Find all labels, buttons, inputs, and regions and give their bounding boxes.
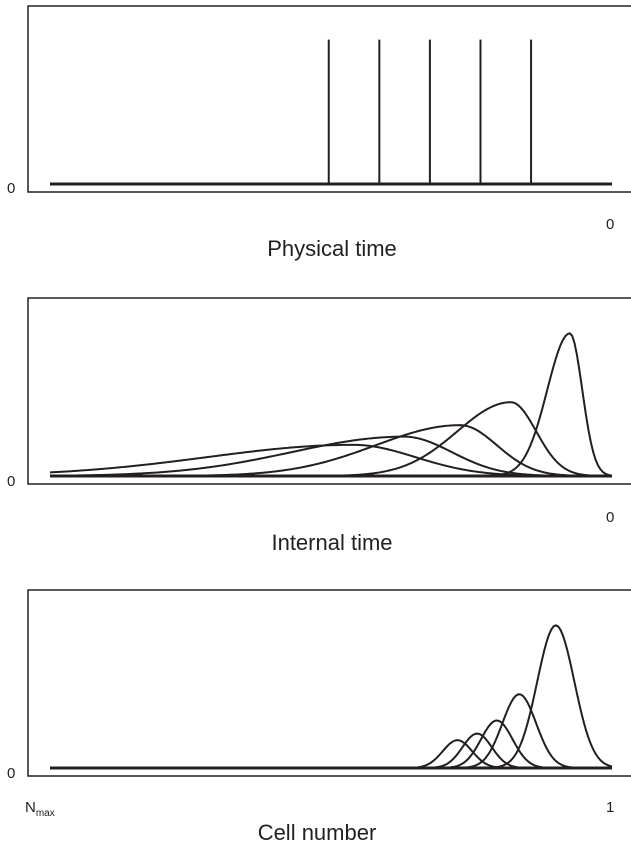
plot-frame — [27, 5, 631, 193]
x-left-tick-sub: max — [36, 808, 55, 819]
y-zero-tick-label: 0 — [7, 180, 15, 197]
series-curve-2 — [49, 435, 612, 477]
x-right-tick-label: 0 — [606, 509, 614, 526]
panel-physical-time: 0 0 Physical time — [7, 5, 631, 261]
panel-internal-time: 0 0 Internal time — [7, 297, 631, 555]
series-curve-4 — [50, 693, 612, 769]
x-axis-label: Physical time — [267, 236, 397, 261]
x-left-tick-main: N — [25, 799, 36, 816]
x-right-tick-label: 0 — [606, 216, 614, 233]
y-zero-tick-label: 0 — [7, 473, 15, 490]
x-axis-label: Cell number — [258, 820, 377, 845]
series-curve-1 — [49, 443, 613, 477]
x-left-tick-label: Nmax — [25, 799, 55, 819]
series-curve-1 — [50, 739, 612, 769]
series-group — [50, 39, 612, 186]
plot-frame — [27, 297, 631, 485]
series-curve-5 — [50, 332, 613, 477]
series-curve-2 — [50, 732, 612, 769]
plot-frame — [27, 589, 631, 777]
series-curve-3 — [50, 719, 612, 769]
series-group — [49, 332, 613, 478]
series-group — [50, 624, 613, 770]
y-zero-tick-label: 0 — [7, 765, 15, 782]
x-right-tick-label: 1 — [606, 799, 614, 816]
series-curve-5 — [50, 624, 613, 769]
x-axis-label: Internal time — [271, 530, 392, 555]
panel-cell-number: 0 Nmax 1 Cell number — [7, 589, 631, 845]
